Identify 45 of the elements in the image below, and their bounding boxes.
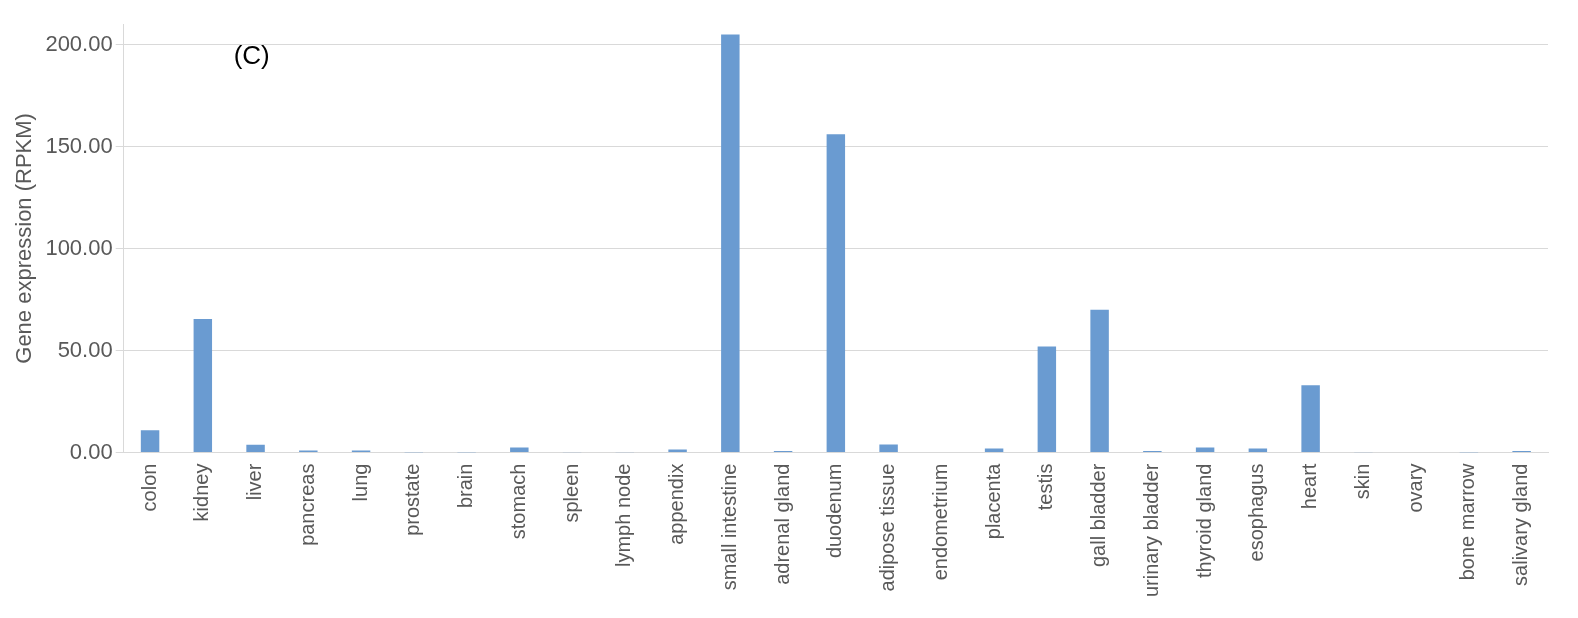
bar xyxy=(826,134,846,453)
bar xyxy=(193,318,213,453)
annotation: (C) xyxy=(233,40,270,71)
x-tick-label: bone marrow xyxy=(1456,463,1479,581)
y-axis-title: Gene expression (RPKM) xyxy=(11,113,37,364)
bar xyxy=(1037,346,1057,453)
y-tick-label: 0.00 xyxy=(69,438,113,464)
bar xyxy=(1195,447,1215,453)
y-tick-label: 150.00 xyxy=(45,132,113,158)
y-tick-label: 100.00 xyxy=(45,234,113,260)
x-tick-label: endometrium xyxy=(928,463,951,581)
bar xyxy=(879,444,898,453)
bar xyxy=(1090,309,1109,453)
x-tick-label: lung xyxy=(348,463,371,502)
x-tick-label: heart xyxy=(1298,463,1321,510)
x-tick-label: adipose tissue xyxy=(876,463,899,592)
x-tick-label: adrenal gland xyxy=(770,463,793,585)
x-tick-label: thyroid gland xyxy=(1192,463,1215,579)
bar xyxy=(510,447,529,453)
x-tick-label: pancreas xyxy=(295,463,318,546)
x-tick-label: gall bladder xyxy=(1087,463,1110,568)
x-tick-label: duodenum xyxy=(823,463,846,559)
x-tick-label: brain xyxy=(454,463,477,509)
x-tick-label: small intestine xyxy=(717,463,740,591)
x-tick-label: lymph node xyxy=(612,463,635,567)
x-tick-label: esophagus xyxy=(1245,463,1268,562)
x-tick-label: salivary gland xyxy=(1509,463,1532,586)
x-tick-label: spleen xyxy=(559,463,582,523)
y-tick-label: 200.00 xyxy=(45,30,113,56)
bar xyxy=(1301,385,1320,453)
x-tick-label: liver xyxy=(243,463,266,501)
x-tick-label: placenta xyxy=(981,462,1004,540)
y-tick-label: 50.00 xyxy=(57,336,113,362)
x-tick-label: colon xyxy=(137,463,160,512)
x-tick-label: prostate xyxy=(401,463,424,536)
x-tick-label: ovary xyxy=(1403,463,1426,513)
bar xyxy=(246,444,265,453)
x-tick-label: urinary bladder xyxy=(1139,463,1162,598)
x-tick-label: stomach xyxy=(506,463,529,540)
bar xyxy=(721,34,740,453)
x-tick-label: kidney xyxy=(190,463,213,522)
x-tick-label: testis xyxy=(1034,463,1057,511)
x-tick-label: skin xyxy=(1350,463,1373,500)
x-tick-label: appendix xyxy=(665,463,688,545)
bar xyxy=(140,430,160,453)
